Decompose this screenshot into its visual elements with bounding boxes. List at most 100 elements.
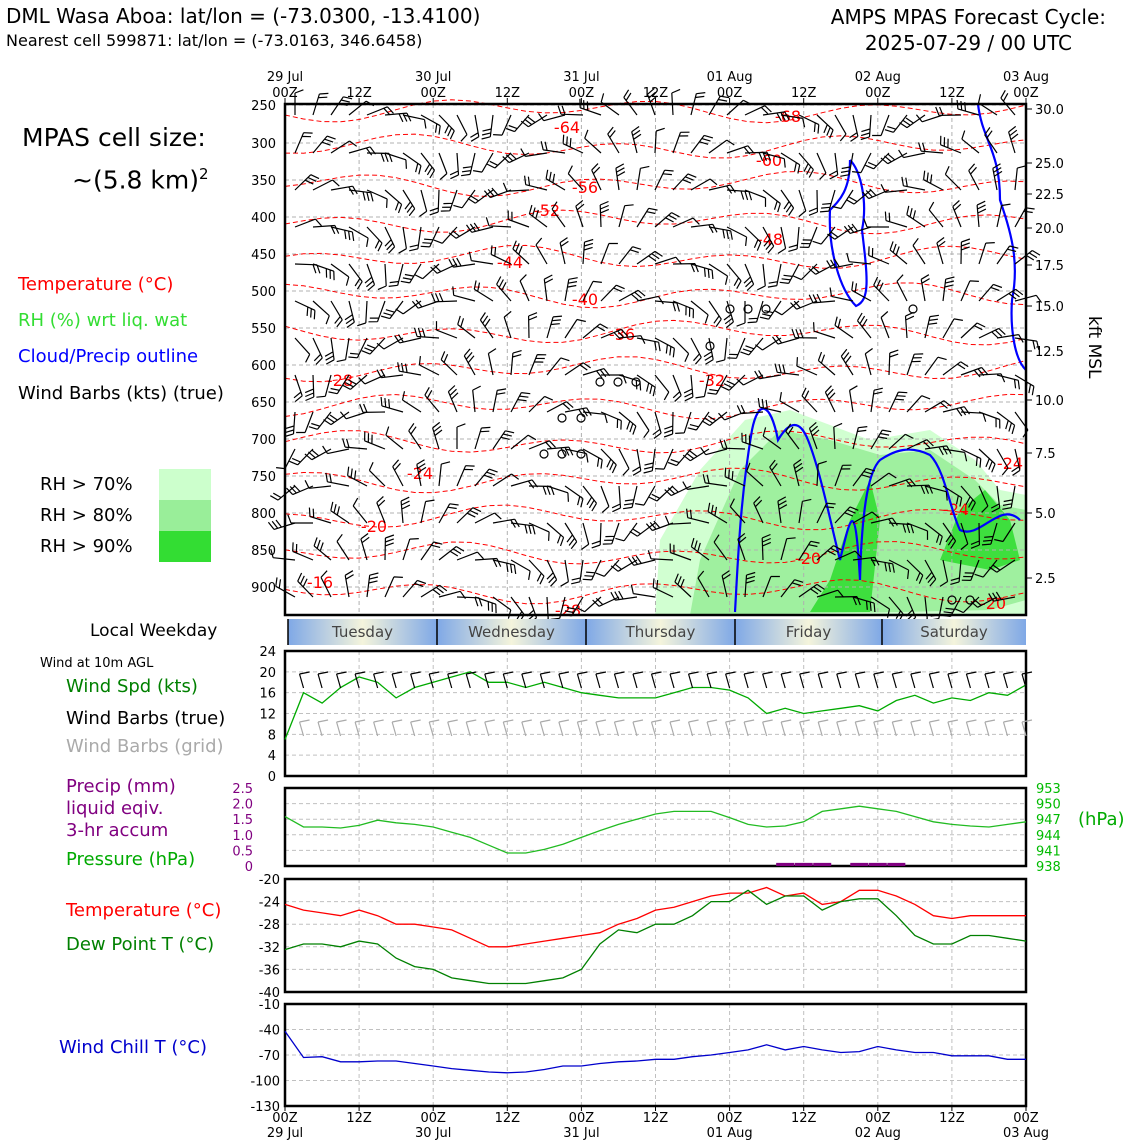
- wind-barb: [575, 199, 585, 228]
- bottom-date-label: 31 Jul: [563, 1126, 599, 1140]
- wind-barb: [683, 374, 694, 402]
- calm-wind-circle-8: [576, 413, 586, 423]
- wind-barb: [924, 559, 937, 587]
- wind-barb: [777, 496, 788, 524]
- wind-barb: [870, 596, 891, 618]
- wind-barb: [884, 211, 908, 228]
- wind-ytick-label: 4: [268, 749, 276, 764]
- wind-barb: [582, 559, 602, 581]
- wind-ytick-label: 12: [259, 708, 276, 723]
- wind-barb: [724, 467, 746, 487]
- wind-barb: [834, 114, 847, 142]
- wind-barb: [819, 189, 836, 213]
- wind-barb: [384, 152, 407, 169]
- wind-barb: [888, 391, 908, 413]
- wind-barb-grid: [965, 719, 977, 737]
- wind-barb: [772, 335, 800, 345]
- wind-barb: [852, 152, 872, 174]
- nearest-cell-subtitle: Nearest cell 599871: lat/lon = (-73.0163…: [6, 31, 423, 50]
- kft-tick-label: 30.0: [1035, 103, 1064, 118]
- wind-barb: [707, 374, 728, 395]
- wind-barb: [729, 498, 746, 524]
- wind-ytick-label: 16: [259, 687, 276, 702]
- pressure-ytick-label: 938: [1036, 860, 1061, 875]
- wind-barb-true: [502, 671, 514, 689]
- temp-contour-4: [284, 244, 1027, 269]
- wind-barb: [528, 485, 555, 496]
- forecast-cycle-title: AMPS MPAS Forecast Cycle: 2025-07-29 / 0…: [831, 4, 1106, 56]
- wind-barb: [342, 438, 368, 450]
- wind-barb-grid: [687, 719, 699, 737]
- pressure-tick-label: 500: [251, 285, 276, 300]
- wind-barb: [510, 596, 525, 623]
- temp-panel-frame: [283, 877, 1028, 994]
- wind-barb-grid: [558, 719, 569, 737]
- wind-barb: [528, 312, 538, 339]
- wind-barb: [1014, 165, 1027, 191]
- wind-barb: [487, 348, 497, 376]
- wind-barb: [1002, 485, 1016, 510]
- wind-barb: [600, 485, 610, 513]
- wind-barb: [366, 152, 393, 163]
- wind-barb-grid: [428, 719, 440, 737]
- wind-barb: [456, 114, 468, 142]
- wind-barb: [330, 226, 355, 241]
- wind-barb: [348, 226, 369, 247]
- temp-contour-1: [284, 133, 1027, 159]
- wind-barb: [672, 131, 690, 154]
- weekday-cell: [586, 619, 735, 645]
- wind-barb-true: [984, 671, 996, 689]
- temp-contour-label-6: -44: [497, 253, 523, 272]
- wind-barb: [564, 407, 592, 418]
- wind-barb: [294, 174, 320, 191]
- cloud-outline-1: [828, 159, 868, 308]
- wind-barb: [880, 311, 890, 339]
- wind-barb: [840, 348, 854, 376]
- temp-contour-label-18: -24: [943, 500, 969, 519]
- wind-barb: [448, 226, 476, 239]
- temp-contour-label-9: -32: [699, 371, 725, 390]
- temp-panel-label: Temperature (°C): [66, 900, 222, 921]
- wind-barb: [631, 126, 642, 154]
- legend-rh90-label: RH > 90%: [40, 536, 133, 557]
- wind-barb: [336, 533, 350, 561]
- wind-barb: [996, 203, 1011, 228]
- station-title: DML Wasa Aboa: lat/lon = (-73.0300, -13.…: [6, 4, 481, 28]
- temp-contour-10: [284, 467, 1027, 494]
- wind-speed-line: [284, 671, 1027, 740]
- windchill-ytick-label: -40: [259, 1024, 280, 1039]
- wind-barb: [316, 374, 332, 398]
- wind-barb: [582, 238, 594, 265]
- wind-barb: [420, 114, 441, 135]
- wind-barb-grid: [521, 719, 532, 737]
- temp-ytick-label: -36: [259, 963, 280, 978]
- wind-barb: [996, 288, 1024, 302]
- temp-contour-label-16: -16: [307, 573, 333, 592]
- windchill-ytick-label: -100: [250, 1075, 280, 1090]
- wind-barb: [474, 512, 502, 524]
- wind-barb: [970, 522, 980, 549]
- wind-barb: [928, 201, 944, 228]
- wind-barb: [483, 187, 512, 199]
- wind-barb: [654, 374, 670, 401]
- wind-barb: [1008, 125, 1019, 154]
- wind-barb: [330, 140, 358, 154]
- wind-barb: [344, 300, 355, 328]
- wind-barb: [466, 222, 494, 233]
- wind-barb: [721, 570, 731, 598]
- wind-barb: [812, 226, 836, 245]
- wind-barb-true: [410, 671, 421, 689]
- wind-barb: [564, 318, 586, 339]
- temp-contour-8: [284, 393, 1027, 420]
- wind-barb: [918, 142, 944, 154]
- calm-wind-circle-12: [908, 304, 918, 314]
- top-time-tick-label: 00Z: [1013, 86, 1039, 101]
- wind-barb: [940, 135, 962, 154]
- wind-barb: [576, 596, 602, 613]
- wind-barb: [366, 226, 383, 252]
- pressure-tick-label: 600: [251, 359, 276, 374]
- wind-barb: [754, 370, 782, 380]
- wind-barb: [744, 105, 772, 116]
- wind-barb: [543, 274, 554, 302]
- wind-barb: [368, 300, 386, 323]
